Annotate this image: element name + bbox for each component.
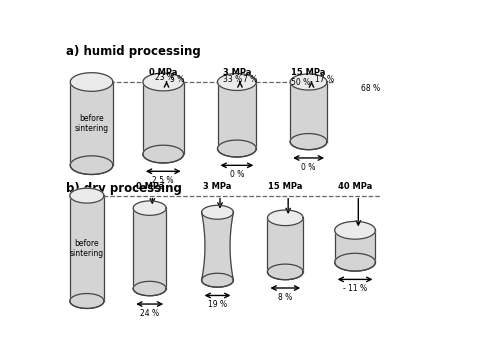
Text: 3 MPa: 3 MPa bbox=[222, 68, 251, 77]
Bar bbox=[334, 230, 376, 262]
Polygon shape bbox=[202, 205, 234, 219]
Text: 2.5 %: 2.5 % bbox=[152, 176, 174, 185]
Text: a) humid processing: a) humid processing bbox=[66, 45, 201, 58]
Polygon shape bbox=[290, 134, 327, 150]
Polygon shape bbox=[70, 73, 113, 91]
Polygon shape bbox=[334, 221, 376, 239]
Polygon shape bbox=[70, 293, 104, 309]
Text: 24 %: 24 % bbox=[140, 309, 159, 318]
Text: 0 MPa: 0 MPa bbox=[136, 182, 164, 191]
Polygon shape bbox=[143, 73, 184, 91]
Text: 0 %: 0 % bbox=[302, 163, 316, 172]
Polygon shape bbox=[268, 264, 303, 280]
Text: 50 %: 50 % bbox=[292, 77, 310, 86]
Text: 68 %: 68 % bbox=[362, 84, 380, 93]
Polygon shape bbox=[70, 156, 113, 175]
Text: 40 MPa: 40 MPa bbox=[338, 182, 372, 191]
Text: 15 MPa: 15 MPa bbox=[292, 68, 326, 77]
Text: 0 MPa: 0 MPa bbox=[149, 68, 178, 77]
Bar bbox=[143, 82, 184, 154]
Bar bbox=[70, 82, 113, 165]
Polygon shape bbox=[133, 281, 166, 296]
Text: 8 %: 8 % bbox=[278, 293, 292, 302]
Polygon shape bbox=[202, 273, 234, 287]
Text: 0 %: 0 % bbox=[230, 170, 244, 179]
Text: 3 MPa: 3 MPa bbox=[204, 182, 232, 191]
Bar bbox=[268, 218, 303, 272]
Text: 5 %: 5 % bbox=[170, 75, 184, 84]
Polygon shape bbox=[133, 201, 166, 215]
Text: 19 %: 19 % bbox=[208, 301, 227, 310]
Polygon shape bbox=[290, 74, 327, 90]
Polygon shape bbox=[218, 140, 256, 157]
Text: 33 %: 33 % bbox=[223, 75, 242, 84]
Polygon shape bbox=[268, 210, 303, 226]
Text: 17 %: 17 % bbox=[314, 75, 334, 84]
Polygon shape bbox=[70, 188, 104, 203]
Text: before
sintering: before sintering bbox=[74, 114, 108, 133]
Bar bbox=[70, 196, 104, 301]
Polygon shape bbox=[143, 145, 184, 163]
Text: before
sintering: before sintering bbox=[70, 239, 104, 258]
Text: 7 %: 7 % bbox=[243, 75, 258, 84]
Polygon shape bbox=[334, 253, 376, 271]
Polygon shape bbox=[218, 73, 256, 90]
Polygon shape bbox=[202, 212, 234, 280]
Text: 23 %: 23 % bbox=[156, 73, 174, 82]
Text: 15 MPa: 15 MPa bbox=[268, 182, 302, 191]
Text: b) dry processing: b) dry processing bbox=[66, 183, 182, 195]
Text: - 11 %: - 11 % bbox=[343, 284, 367, 293]
Bar bbox=[133, 208, 166, 288]
Bar bbox=[218, 82, 256, 149]
Bar bbox=[290, 82, 327, 141]
